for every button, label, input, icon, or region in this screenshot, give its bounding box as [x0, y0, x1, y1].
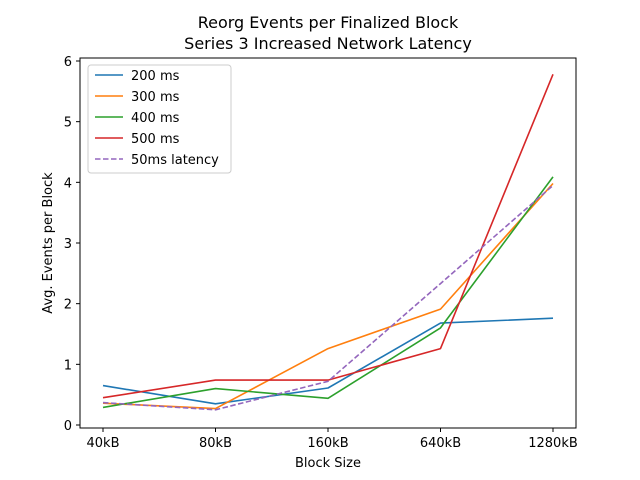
- x-tick-label: 40kB: [87, 436, 120, 451]
- y-axis: 0 1 2 3 4 5 6: [64, 55, 80, 434]
- plot-lines: [102, 73, 554, 411]
- x-axis-label: Block Size: [295, 456, 361, 471]
- x-tick-label: 1280kB: [528, 436, 578, 451]
- y-axis-label: Avg. Events per Block: [41, 172, 56, 314]
- legend-label: 50ms latency: [131, 153, 219, 168]
- series-line-0: [102, 317, 554, 405]
- x-tick-label: 640kB: [420, 436, 461, 451]
- legend-box: [87, 64, 232, 174]
- series-line-2: [102, 176, 554, 409]
- series-line-3: [102, 73, 554, 399]
- legend-label: 500 ms: [131, 132, 180, 147]
- y-tick-label: 0: [64, 419, 72, 434]
- legend-label: 400 ms: [131, 111, 180, 126]
- legend-label: 200 ms: [131, 69, 180, 84]
- y-tick-label: 2: [64, 298, 72, 313]
- chart-title: Reorg Events per Finalized Block: [198, 13, 459, 32]
- series-line-1: [102, 182, 554, 410]
- y-tick-label: 5: [64, 116, 72, 131]
- x-tick-label: 160kB: [307, 436, 348, 451]
- chart-subtitle: Series 3 Increased Network Latency: [184, 34, 472, 53]
- legend: 200 ms 300 ms 400 ms 500 ms 50ms latency: [87, 64, 232, 174]
- x-tick-label: 80kB: [199, 436, 232, 451]
- y-tick-label: 1: [64, 358, 72, 373]
- legend-label: 300 ms: [131, 90, 180, 105]
- y-tick-label: 3: [64, 237, 72, 252]
- x-axis: 40kB 80kB 160kB 640kB 1280kB: [87, 428, 578, 451]
- y-tick-label: 4: [64, 176, 72, 191]
- series-line-4: [102, 184, 554, 411]
- y-tick-label: 6: [64, 55, 72, 70]
